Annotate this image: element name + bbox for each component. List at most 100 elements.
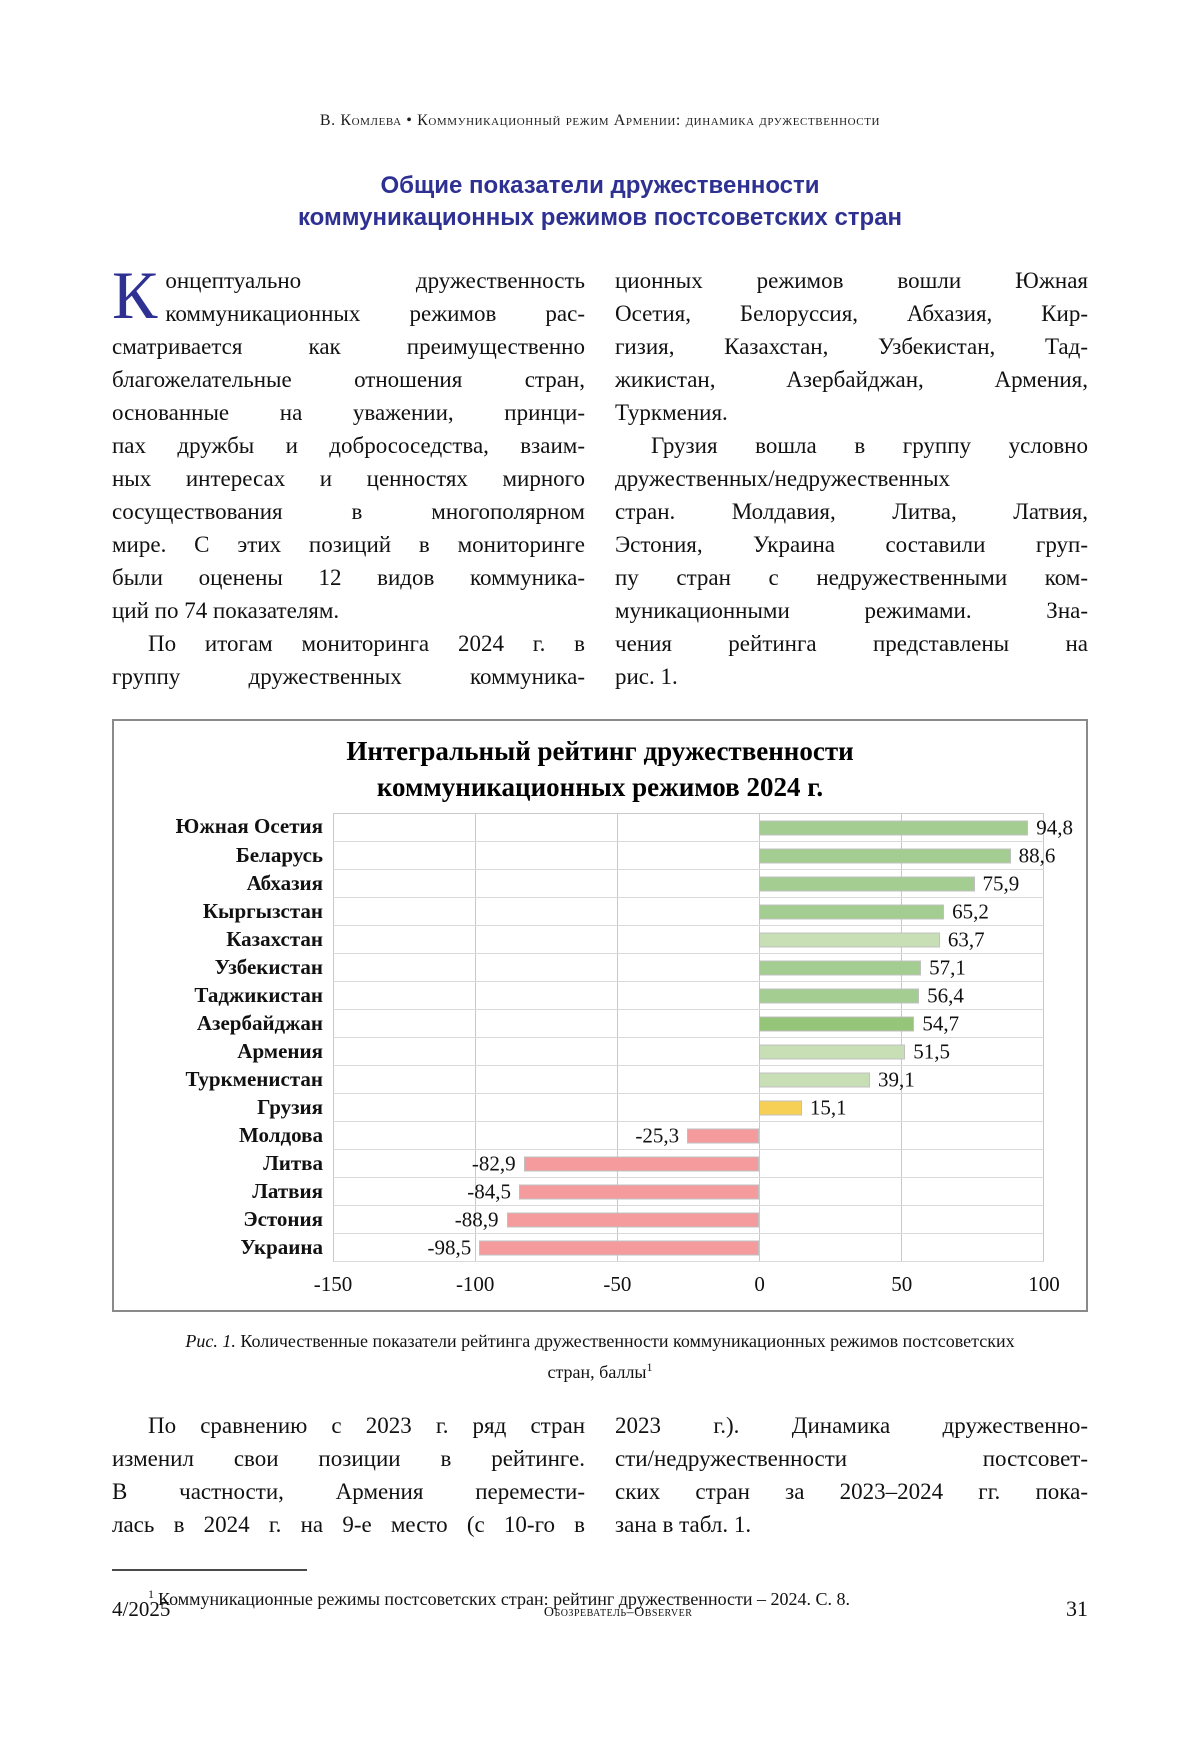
chart-row: 65,2	[333, 898, 1044, 926]
chart-row: -84,5	[333, 1178, 1044, 1206]
chart-title-line-1: Интегральный рейтинг дружественности	[346, 736, 854, 766]
text-line: жикистан, Азербайджан, Армения,	[615, 367, 1088, 392]
chart-bar	[519, 1184, 759, 1199]
chart-category-label: Кыргызстан	[202, 899, 323, 923]
column-top-left: К онцептуально дружественность коммуникац…	[112, 257, 585, 693]
chart-x-tick: 100	[1028, 1272, 1060, 1296]
text-line: чения рейтинга представлены на	[615, 631, 1088, 656]
chart-row: 75,9	[333, 870, 1044, 898]
chart-category-label: Казахстан	[226, 927, 323, 951]
figure-caption: Рис. 1. Количественные показатели рейтин…	[175, 1328, 1025, 1385]
chart-row: -82,9	[333, 1150, 1044, 1178]
chart-value-label: 57,1	[929, 955, 966, 979]
chart-category-label: Молдова	[239, 1123, 323, 1147]
figure-caption-text: Количественные показатели рейтинга друже…	[235, 1331, 1015, 1382]
footnote-mark: 1	[148, 1587, 154, 1601]
footer-page-number: 31	[1066, 1596, 1088, 1621]
text-line: ских стран за 2023–2024 гг. пока-	[615, 1479, 1088, 1504]
text-line: лась в 2024 г. на 9-е место (с 10-го в	[112, 1512, 585, 1537]
chart-category-label: Литва	[263, 1151, 323, 1175]
text-line: ных интересах и ценностях мирного	[112, 466, 585, 491]
text-line: онцептуально дружественность	[165, 268, 585, 293]
column-top-left-text: онцептуально дружественность коммуникацио…	[112, 264, 585, 693]
page-title-line-2: коммуникационных режимов постсоветских с…	[297, 204, 903, 231]
chart-bar	[759, 876, 975, 891]
chart-row: 54,7	[333, 1010, 1044, 1038]
chart-value-label: -82,9	[471, 1151, 516, 1175]
text-line: сосуществования в многополярном	[112, 499, 585, 524]
body-columns-top: К онцептуально дружественность коммуникац…	[112, 257, 1088, 693]
chart-row: -98,5	[333, 1234, 1044, 1262]
chart-row: 94,8	[333, 813, 1073, 842]
chart-value-label: 65,2	[952, 899, 989, 923]
column-top-right-text: ционных режимов вошли Южная Осетия, Белор…	[615, 264, 1088, 693]
footer-issue: 4/2025	[112, 1597, 171, 1621]
text-line: ционных режимов вошли Южная	[615, 268, 1088, 293]
chart-value-label: -88,9	[454, 1207, 499, 1231]
text-line: пу стран с недружественными ком-	[615, 565, 1088, 590]
chart-value-label: 15,1	[809, 1095, 847, 1119]
chart-value-label: 75,9	[982, 871, 1020, 895]
chart-grid: Южная Осетия 94,8 Беларусь 88,6 Абхазия 75,9 К…	[128, 813, 1073, 1262]
chart-row: 15,1	[333, 1094, 1044, 1122]
chart-bar	[759, 988, 920, 1003]
chart-title-line-2: коммуникационных режимов 2024 г.	[376, 772, 824, 802]
text-line: 2023 г.). Динамика дружественно-	[615, 1413, 1088, 1438]
text-line: были оценены 12 видов коммуника-	[112, 565, 585, 590]
chart-value-label: -25,3	[635, 1123, 680, 1147]
text-line: Туркмения.	[615, 400, 728, 425]
chart-bar	[523, 1156, 759, 1171]
chart-category-label: Грузия	[257, 1095, 323, 1119]
footnote-text: Коммуникационные режимы постсоветских ст…	[158, 1589, 851, 1609]
chart-x-tick: 50	[891, 1272, 913, 1296]
chart-bar	[759, 904, 945, 919]
chart-value-label: 63,7	[947, 927, 985, 951]
chart-bar	[759, 1100, 802, 1115]
figure-chart: Интегральный рейтинг дружественности ком…	[112, 719, 1088, 1312]
text-line: сти/недружественности постсовет-	[615, 1446, 1088, 1471]
text-line: основанные на уважении, принци-	[112, 400, 585, 425]
chart-row: 57,1	[333, 954, 1044, 982]
chart-bar	[506, 1212, 759, 1227]
text-line: Грузия вошла в группу условно	[651, 433, 1088, 458]
chart-category-label: Беларусь	[235, 843, 323, 867]
figure-caption-footnote-mark: 1	[646, 1360, 653, 1374]
text-line: дружественных/недружественных	[615, 466, 951, 491]
chart-bar	[759, 848, 1011, 863]
chart-row: 63,7	[333, 926, 1044, 954]
column-bottom-left-text: По сравнению с 2023 г. ряд стран изменил …	[112, 1409, 585, 1541]
chart-x-axis: -150 -100 -50 0 50 100	[314, 1268, 1060, 1300]
text-line: благожелательные отношения стран,	[112, 367, 585, 392]
chart-category-label: Латвия	[252, 1179, 323, 1203]
chart-row: 39,1	[333, 1066, 1044, 1094]
text-line: сматривается как преимущественно	[112, 334, 585, 359]
column-bottom-right-text: 2023 г.). Динамика дружественно-сти/недр…	[615, 1409, 1088, 1541]
chart-category-label: Азербайджан	[196, 1011, 323, 1035]
text-line: пах дружбы и добрососедства, взаим-	[112, 433, 585, 458]
chart-row: -25,3	[333, 1122, 1044, 1150]
page-footer: 4/2025 Обозреватель–Observer 31	[112, 1596, 1088, 1622]
chart-row: 51,5	[333, 1038, 1044, 1066]
text-line: В частности, Армения перемести-	[112, 1479, 585, 1504]
chart-category-label: Южная Осетия	[175, 814, 323, 838]
chart-bar	[479, 1240, 759, 1255]
chart-x-tick: -150	[313, 1272, 353, 1296]
text-line: стран. Молдавия, Литва, Латвия,	[615, 499, 1088, 524]
chart-x-tick: -100	[455, 1272, 495, 1296]
text-line: Осетия, Белоруссия, Абхазия, Кир-	[615, 301, 1088, 326]
chart-category-label: Таджикистан	[194, 983, 323, 1007]
text-line: изменил свои позиции в рейтинге.	[112, 1446, 585, 1471]
chart-x-tick: 0	[754, 1272, 765, 1296]
text-line: По сравнению с 2023 г. ряд стран	[148, 1413, 585, 1438]
dropcap: К	[112, 257, 158, 333]
chart-title: Интегральный рейтинг дружественности ком…	[128, 733, 1072, 805]
text-line: рис. 1.	[615, 664, 678, 689]
text-line: По итогам мониторинга 2024 г. в	[148, 631, 585, 656]
text-line: муникационными режимами. Зна-	[615, 598, 1088, 623]
chart-row: 88,6	[333, 842, 1055, 870]
chart-bar	[759, 1072, 871, 1087]
chart-bar	[687, 1128, 759, 1143]
chart-category-label: Узбекистан	[214, 955, 323, 979]
running-header: В. Комлева • Коммуникационный режим Арме…	[319, 112, 881, 129]
